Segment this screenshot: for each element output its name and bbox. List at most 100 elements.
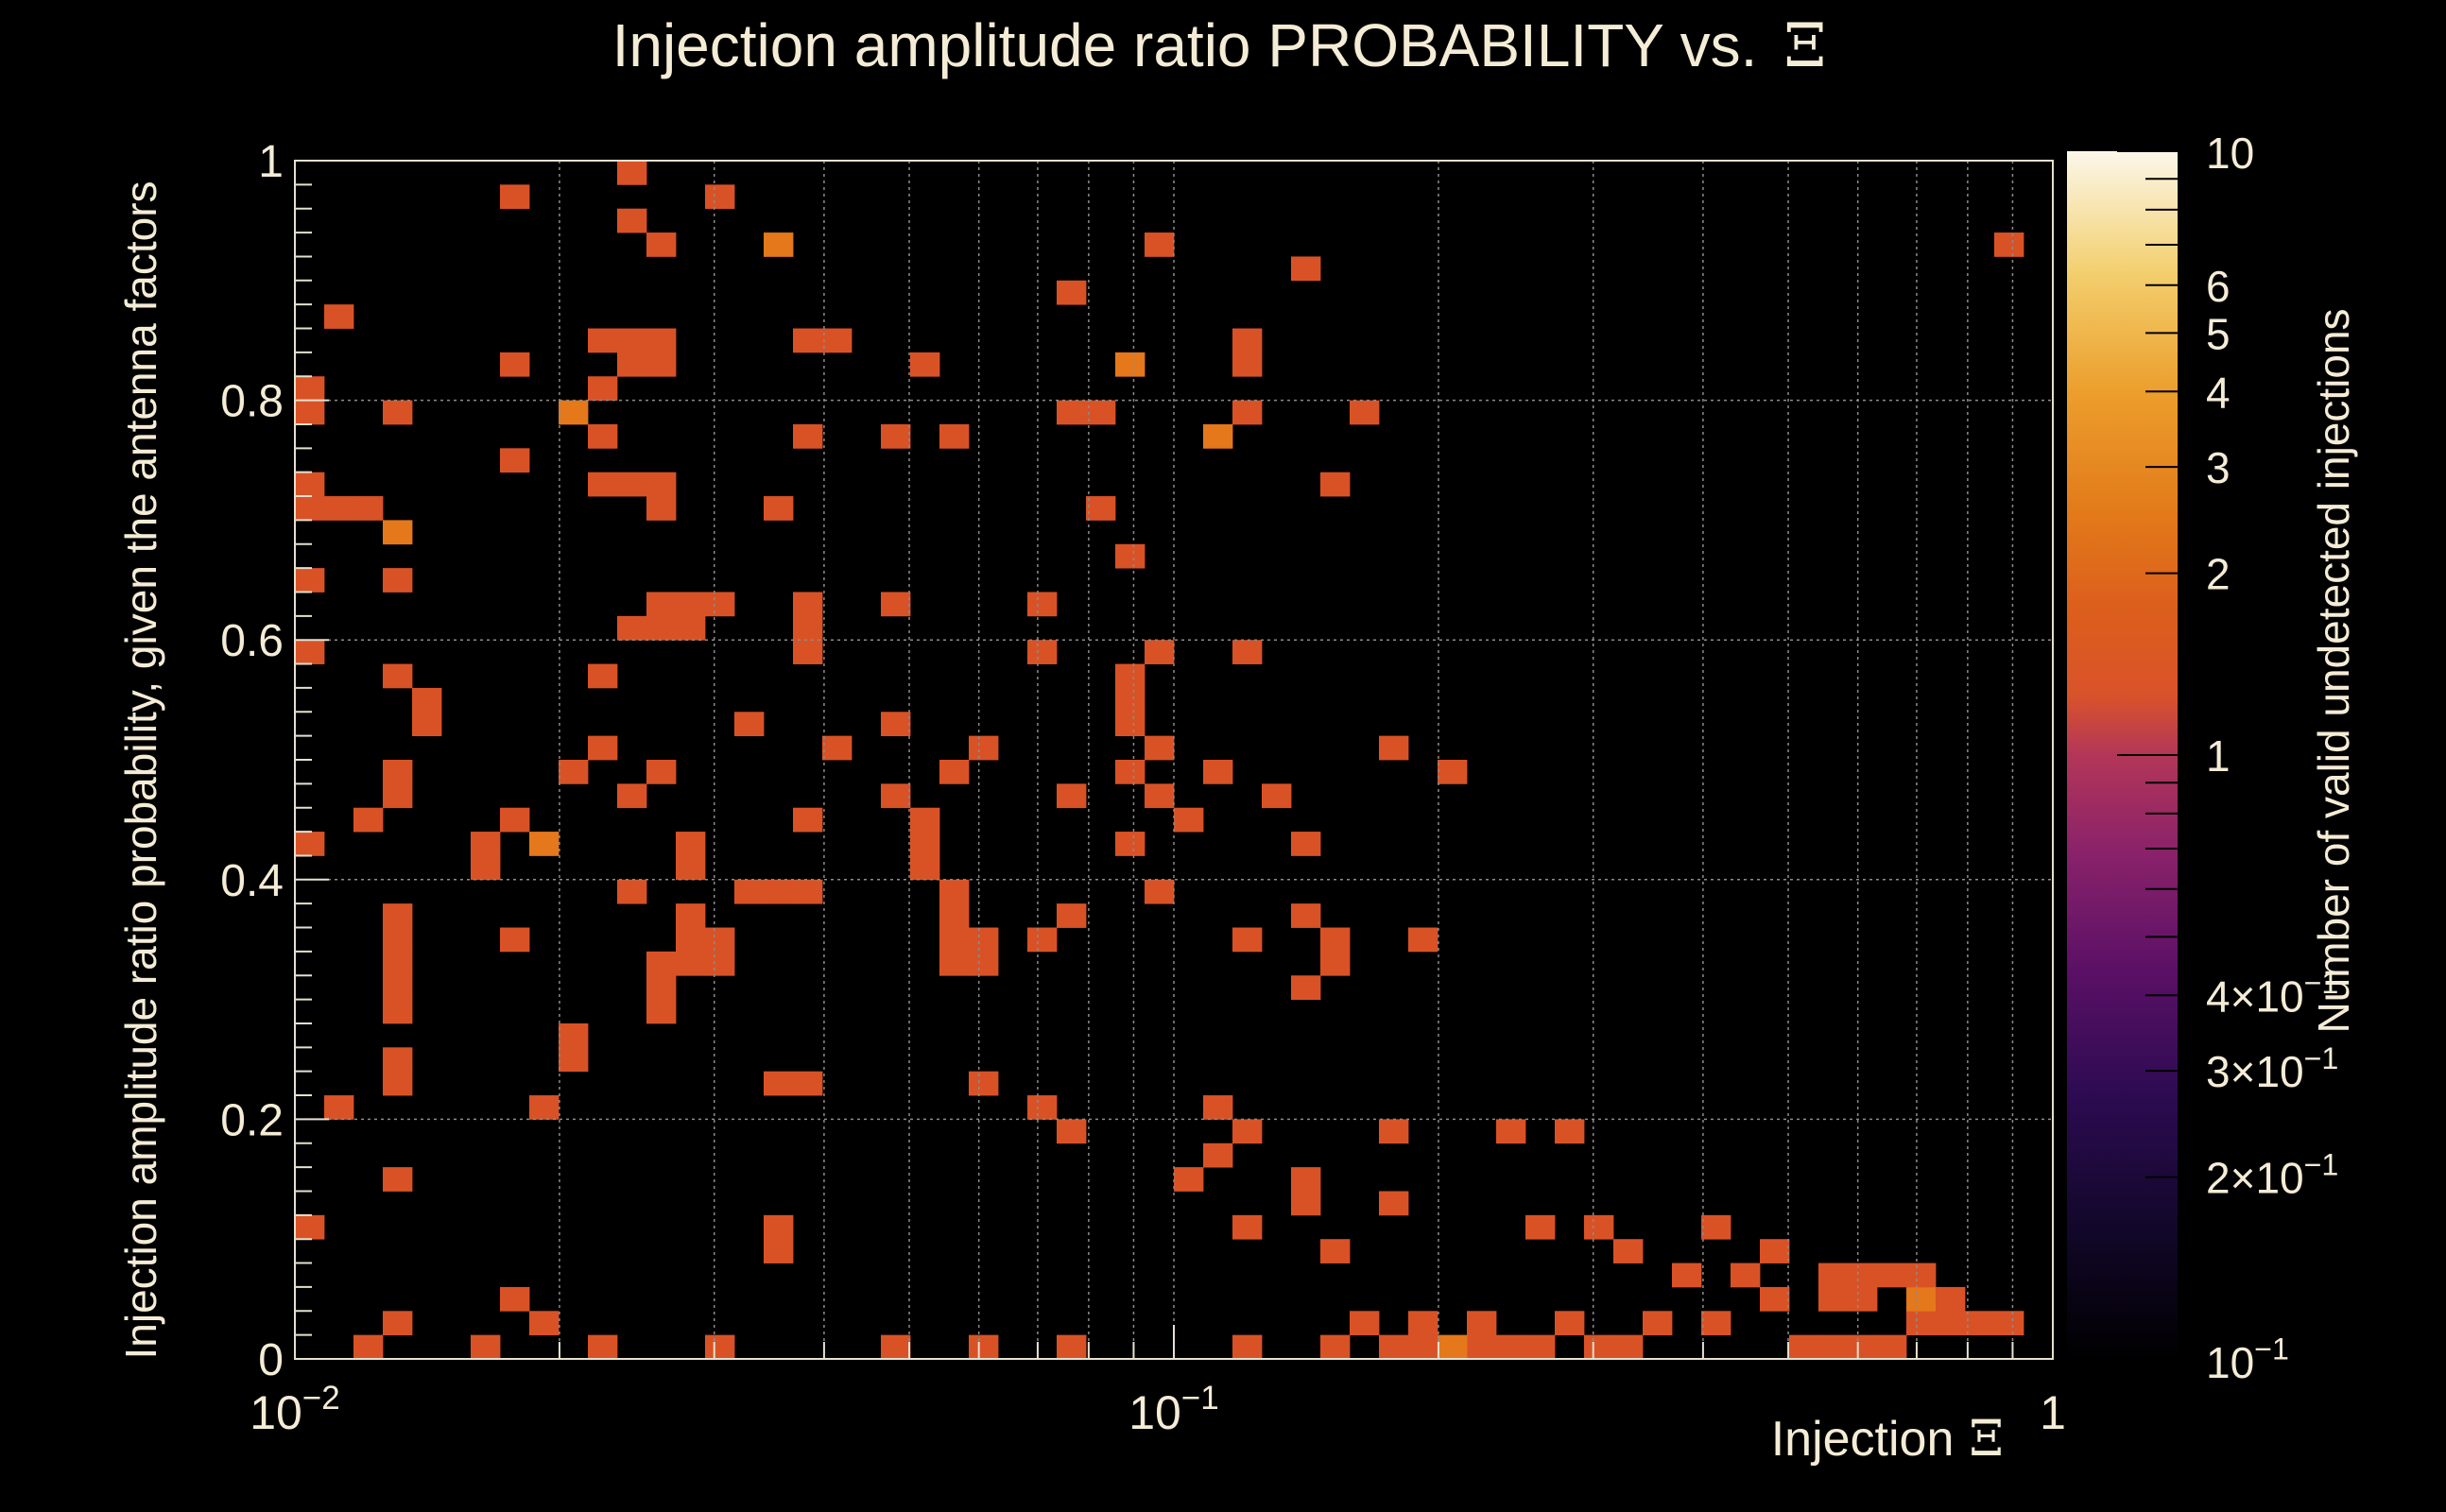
heatmap-cell <box>1467 1334 1497 1360</box>
heatmap-cell <box>676 903 706 928</box>
color-bar-tick-label: 2×10−1 <box>2206 1147 2338 1202</box>
heatmap-cell <box>646 999 677 1024</box>
x-tick-label: 10−1 <box>1128 1380 1219 1439</box>
heatmap-cell <box>500 352 530 377</box>
heatmap-cell <box>1408 1311 1438 1336</box>
heatmap-cell <box>1086 400 1116 425</box>
heatmap-cell <box>939 951 970 976</box>
heatmap-cell <box>1057 783 1087 809</box>
heatmap-cell <box>1057 903 1087 928</box>
heatmap-cell <box>383 975 413 1000</box>
heatmap-cell <box>588 423 618 449</box>
heatmap-cell <box>471 832 501 856</box>
heatmap-cell <box>1350 1311 1380 1336</box>
heatmap-cell <box>1379 1119 1409 1144</box>
y-tick-label: 0.2 <box>220 1095 284 1145</box>
color-bar-tick-label: 10 <box>2206 129 2254 178</box>
chart-title-text: Injection amplitude ratio PROBABILITY vs… <box>612 11 1758 79</box>
heatmap-cell <box>1027 640 1058 664</box>
heatmap-cell <box>559 400 589 425</box>
heatmap-cell <box>1525 1334 1556 1360</box>
heatmap-cell <box>822 735 853 761</box>
heatmap-cell <box>1291 975 1321 1000</box>
heatmap-cell <box>295 472 325 497</box>
heatmap-cell <box>793 1071 823 1096</box>
heatmap-cell <box>383 760 413 784</box>
heatmap-cell <box>617 328 647 353</box>
x-tick-label-mantissa: 10 <box>250 1386 302 1439</box>
color-bar-tick-label: 6 <box>2206 262 2231 311</box>
heatmap-cell <box>1232 328 1263 353</box>
heatmap-cell <box>295 568 325 593</box>
heatmap-cell <box>1994 232 2024 257</box>
heatmap-cell <box>1818 1263 1849 1288</box>
heatmap-cell <box>383 1047 413 1073</box>
color-bar-tick-label-mantissa: 3×10 <box>2206 1047 2304 1096</box>
heatmap-cell <box>1115 760 1145 784</box>
heatmap-cell <box>1232 1334 1263 1360</box>
x-tick-label-exponent: −1 <box>1181 1380 1219 1417</box>
heatmap-cell <box>1643 1311 1673 1336</box>
heatmap-cell <box>1291 1191 1321 1216</box>
heatmap-cell <box>1467 1311 1497 1336</box>
heatmap-cell <box>1115 832 1145 856</box>
heatmap-cell <box>1965 1311 1995 1336</box>
heatmap-cell <box>1379 735 1409 761</box>
heatmap-cell <box>1291 903 1321 928</box>
x-tick-label: 10−2 <box>250 1380 340 1439</box>
heatmap-cell <box>383 663 413 689</box>
heatmap-cell <box>383 568 413 593</box>
heatmap-cell <box>881 423 911 449</box>
heatmap-cell <box>764 1214 794 1240</box>
heatmap-cell <box>529 832 560 856</box>
heatmap-cell <box>1848 1334 1878 1360</box>
heatmap-cell <box>1906 1263 1937 1288</box>
heatmap-cell <box>588 1334 618 1360</box>
y-tick-label: 1 <box>258 137 284 187</box>
heatmap-cell <box>383 1311 413 1336</box>
heatmap-cell <box>588 663 618 689</box>
x-axis-label: Injection Ξ <box>1771 1411 2004 1468</box>
heatmap-cell <box>646 615 677 641</box>
heatmap-cell <box>1701 1311 1731 1336</box>
heatmap-cell <box>1496 1119 1526 1144</box>
grid-lines <box>295 161 2053 1359</box>
heatmap-cell <box>676 592 706 617</box>
heatmap-cell <box>822 328 853 353</box>
heatmap-cell <box>1350 400 1380 425</box>
heatmap-cell <box>1145 232 1175 257</box>
heatmap-cell <box>588 472 618 497</box>
heatmap-cell <box>1408 1334 1438 1360</box>
heatmap-cell <box>1877 1334 1907 1360</box>
heatmap-cell <box>939 927 970 953</box>
color-bar-tick-label-exponent: −1 <box>2304 1147 2339 1181</box>
color-bar-label: Number of valid undetected injections <box>2309 308 2358 1033</box>
heatmap-cell <box>1115 712 1145 737</box>
heatmap-cell <box>617 472 647 497</box>
heatmap-cell <box>1115 687 1145 713</box>
heatmap-cell <box>559 1022 589 1048</box>
heatmap-cell <box>295 400 325 425</box>
heatmap-cell <box>1936 1311 1966 1336</box>
heatmap-cell <box>617 615 647 641</box>
heatmap-cell <box>881 592 911 617</box>
heatmap-cell <box>910 855 940 881</box>
heatmap-cell <box>324 1095 354 1120</box>
heatmap-cell <box>383 927 413 953</box>
heatmap-cell <box>1145 640 1175 664</box>
plot-area: 10−2 10−1 1 00.20.40.60.81 <box>220 137 2066 1439</box>
heatmap-cell <box>383 1071 413 1096</box>
heatmap-cell <box>1379 1334 1409 1360</box>
heatmap-cell <box>1232 400 1263 425</box>
heatmap-cell <box>1232 1214 1263 1240</box>
y-axis-label: Injection amplitude ratio probability, g… <box>116 180 165 1359</box>
heatmap-cell <box>734 712 765 737</box>
heatmap-cell <box>1057 1119 1087 1144</box>
heatmap-cell <box>383 400 413 425</box>
heatmap-cell <box>383 783 413 809</box>
heatmap-cell <box>1789 1334 1819 1360</box>
color-bar-tick-label-exponent: −1 <box>2304 966 2339 1000</box>
heatmap-cell <box>1936 1286 1966 1312</box>
heatmap-cell <box>588 328 618 353</box>
